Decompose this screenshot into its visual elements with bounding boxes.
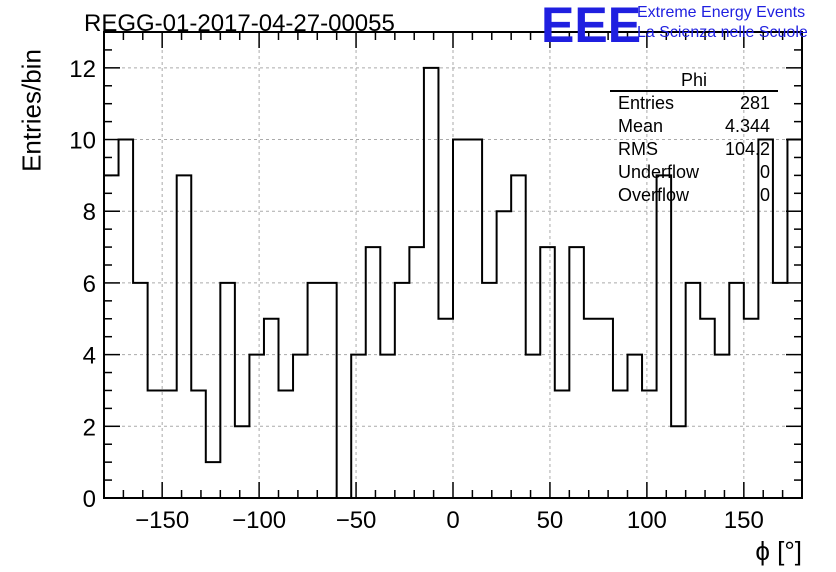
y-tick-label: 12: [69, 56, 96, 83]
histogram-bin: [264, 319, 279, 498]
x-axis-label: ϕ [°]: [755, 536, 802, 566]
stats-label: Mean: [618, 116, 664, 136]
stats-value: 281: [739, 93, 770, 113]
histogram-bin: [511, 175, 526, 498]
histogram-bin: [686, 283, 701, 498]
histogram-bin: [293, 355, 308, 498]
x-tick-label: −50: [336, 507, 377, 534]
histogram-bin: [366, 247, 381, 498]
histogram-bin: [133, 283, 148, 498]
tick-labels: −150 −100 −50 0 50 100 150 0 2 4 6 8 10 12: [69, 56, 764, 534]
histogram-bin: [671, 426, 686, 498]
histogram-bin: [569, 247, 584, 498]
histogram-bin: [729, 283, 744, 498]
histogram-bin: [744, 319, 759, 498]
histogram-bin: [119, 140, 134, 498]
run-title: REGG-01-2017-04-27-00055: [84, 10, 395, 37]
histogram-bin: [555, 390, 570, 498]
stats-label: RMS: [618, 139, 658, 159]
histogram-bin: [642, 390, 657, 498]
histogram-bin: [409, 247, 424, 498]
logo-line-2: La Scienza nelle Scuole: [637, 24, 808, 41]
stats-label: Underflow: [618, 162, 700, 182]
histogram-bin: [177, 175, 192, 498]
histogram-bin: [540, 247, 555, 498]
stats-row-overflow: Overflow 0: [610, 184, 778, 207]
histogram-bin: [279, 390, 294, 498]
histogram-bin: [148, 390, 163, 498]
y-tick-label: 6: [83, 271, 96, 298]
histogram-bin: [700, 319, 715, 498]
y-tick-label: 4: [83, 343, 96, 370]
stats-value: 104.2: [724, 139, 770, 159]
stats-box: Phi Entries 281 Mean 4.344 RMS 104.2 Und…: [610, 70, 778, 207]
stats-row-entries: Entries 281: [610, 92, 778, 115]
stats-value: 4.344: [724, 116, 770, 136]
histogram-bin: [220, 283, 235, 498]
histogram-bin: [598, 319, 613, 498]
histogram-bin: [235, 426, 250, 498]
x-tick-label: 50: [537, 507, 564, 534]
y-tick-label: 10: [69, 128, 96, 155]
histogram-bin: [191, 390, 206, 498]
histogram-bin: [322, 283, 337, 498]
histogram-bin: [584, 319, 599, 498]
stats-row-mean: Mean 4.344: [610, 115, 778, 138]
stats-value: 0: [759, 162, 770, 182]
stats-label: Overflow: [618, 185, 690, 205]
plot-frame: [103, 31, 803, 499]
axis-ticks: [103, 31, 803, 499]
x-tick-label: 150: [724, 507, 764, 534]
x-tick-label: −150: [135, 507, 189, 534]
y-axis-label: Entries/bin: [16, 49, 47, 172]
histogram-bin: [438, 319, 453, 498]
x-tick-label: 100: [627, 507, 667, 534]
histogram-bin: [162, 390, 177, 498]
histogram-outline: [103, 66, 803, 499]
histogram-bin: [657, 175, 672, 498]
eee-logo: EEE: [541, 0, 642, 53]
histogram-bin: [773, 283, 788, 498]
stats-title: Phi: [610, 70, 778, 92]
stats-value: 0: [759, 185, 770, 205]
histogram-bin: [308, 283, 323, 498]
stats-row-underflow: Underflow 0: [610, 161, 778, 184]
y-tick-label: 8: [83, 199, 96, 226]
y-tick-label: 0: [83, 486, 96, 513]
histogram-bin: [613, 390, 628, 498]
histogram-bin: [206, 462, 221, 498]
stats-row-rms: RMS 104.2: [610, 138, 778, 161]
x-tick-label: −100: [232, 507, 286, 534]
x-tick-label: 0: [446, 507, 459, 534]
logo-line-1: Extreme Energy Events: [637, 4, 806, 21]
stats-label: Entries: [618, 93, 675, 113]
histogram-bin: [395, 283, 410, 498]
histogram-bin: [468, 140, 483, 498]
y-tick-label: 2: [83, 414, 96, 441]
histogram-bin: [453, 140, 468, 498]
histogram-bin: [482, 283, 497, 498]
